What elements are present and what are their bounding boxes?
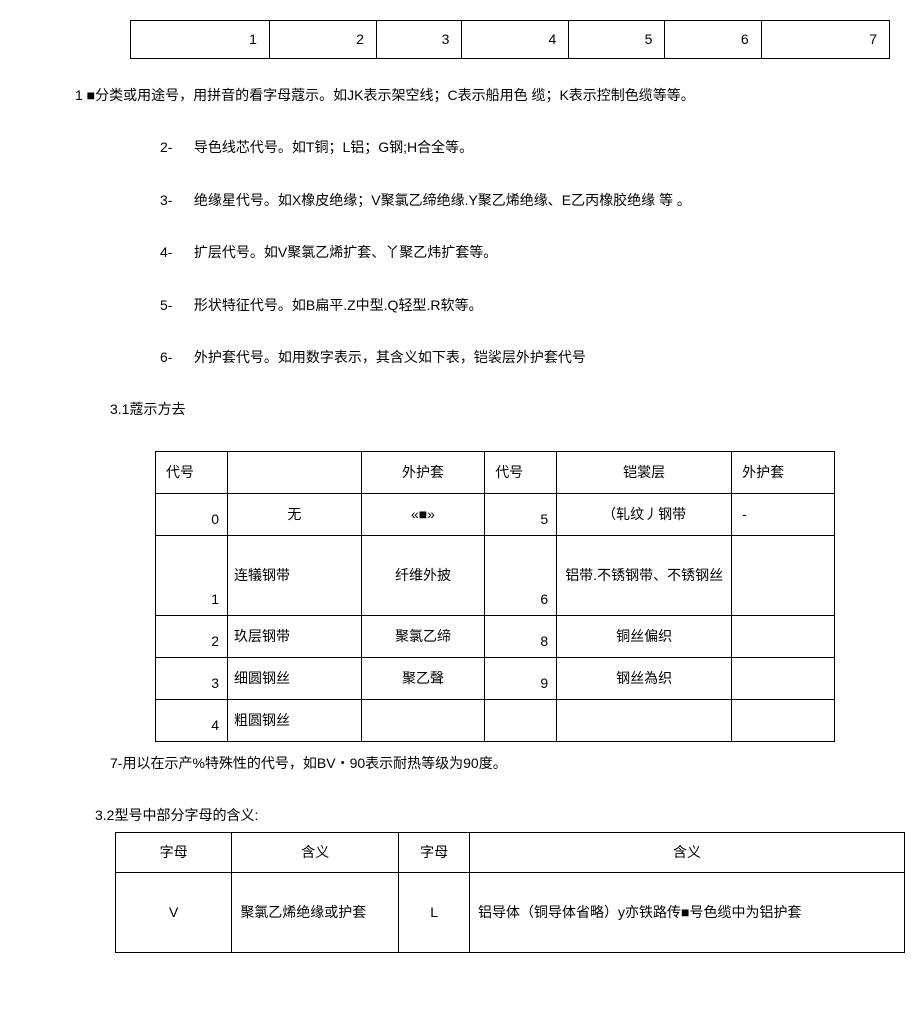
item-number: 3-: [160, 189, 190, 211]
item-number: 6-: [160, 346, 190, 368]
t2-cell: 9: [485, 657, 557, 699]
t2-cell: 8: [485, 615, 557, 657]
t2-cell: 5: [485, 493, 557, 535]
item-text: 外护套代号。如用数字表示，其含义如下表，铠裟层外护套代号: [194, 349, 586, 365]
t2-cell: 聚氯乙缔: [361, 615, 484, 657]
hdr-cell: 5: [569, 21, 665, 59]
t3-header: 字母: [116, 832, 232, 872]
hdr-cell: 4: [462, 21, 569, 59]
t2-cell: 聚乙聲: [361, 657, 484, 699]
hdr-cell: 7: [761, 21, 889, 59]
t2-cell: 3: [156, 657, 228, 699]
t2-cell: [732, 535, 835, 615]
t2-cell: 铝带.不锈钢带、不锈钢丝: [557, 535, 732, 615]
list-item: 3- 绝缘星代号。如X橡皮绝缘；V聚氯乙缔绝缘.Y聚乙烯绝缘、E乙丙橡胶绝缘 等…: [160, 189, 880, 211]
t2-cell: -: [732, 493, 835, 535]
list-item: 6- 外护套代号。如用数字表示，其含义如下表，铠裟层外护套代号: [160, 346, 880, 368]
hdr-cell: 1: [131, 21, 270, 59]
t2-header: 外护套: [361, 451, 484, 493]
t2-header: 代号: [156, 451, 228, 493]
t2-cell: 4: [156, 699, 228, 741]
t3-header: 字母: [399, 832, 470, 872]
list-item: 2- 导色线芯代号。如T铜；L铝；G钢;H合全等。: [160, 136, 880, 158]
armor-sheath-table: 代号 外护套 代号 铠裳层 外护套 0 无 «■» 5 （轧纹丿钢带 - 1 连…: [155, 451, 835, 742]
t2-cell: 细圆钢丝: [228, 657, 362, 699]
section-32-heading: 3.2型号中部分字母的含义:: [95, 804, 880, 826]
t2-cell: [361, 699, 484, 741]
item-text: 扩层代号。如V聚氯乙烯扩套、丫聚乙炜扩套等。: [194, 244, 497, 260]
t2-cell: [485, 699, 557, 741]
t2-header: 代号: [485, 451, 557, 493]
item-7-paragraph: 7-用以在示产%特殊性的代号，如BV・90表示耐热等级为90度。: [110, 752, 880, 774]
t2-cell: 2: [156, 615, 228, 657]
t2-header: [228, 451, 362, 493]
item-number: 4-: [160, 241, 190, 263]
hdr-cell: 6: [665, 21, 761, 59]
item-text: 形状特征代号。如B扁平.Z中型.Q轻型.R软等。: [194, 297, 483, 313]
section-31-heading: 3.1蔻示方去: [110, 398, 880, 420]
t3-header: 含义: [232, 832, 399, 872]
list-item: 5- 形状特征代号。如B扁平.Z中型.Q轻型.R软等。: [160, 294, 880, 316]
hdr-cell: 2: [269, 21, 376, 59]
t2-cell: 6: [485, 535, 557, 615]
t2-cell: [557, 699, 732, 741]
item-number: 2-: [160, 136, 190, 158]
item-number: 5-: [160, 294, 190, 316]
hdr-cell: 3: [376, 21, 462, 59]
intro-paragraph: 1 ■分类或用途号，用拼音的看字母蔻示。如JK表示架空线；C表示船用色 缆；K表…: [75, 84, 880, 106]
t3-cell: L: [399, 872, 470, 952]
t2-cell: 0: [156, 493, 228, 535]
t2-cell: 铜丝偏织: [557, 615, 732, 657]
list-item: 4- 扩层代号。如V聚氯乙烯扩套、丫聚乙炜扩套等。: [160, 241, 880, 263]
t2-cell: [732, 657, 835, 699]
t2-header: 铠裳层: [557, 451, 732, 493]
t2-cell: （轧纹丿钢带: [557, 493, 732, 535]
t2-header: 外护套: [732, 451, 835, 493]
t3-cell: 聚氯乙烯绝缘或护套: [232, 872, 399, 952]
t3-cell: 铝导体（铜导体省略）y亦铁路传■号色缆中为铝护套: [470, 872, 905, 952]
t2-cell: 钢丝為织: [557, 657, 732, 699]
header-numbers-table: 1 2 3 4 5 6 7: [130, 20, 890, 59]
t2-cell: 玖层钢带: [228, 615, 362, 657]
t3-header: 含义: [470, 832, 905, 872]
item-text: 绝缘星代号。如X橡皮绝缘；V聚氯乙缔绝缘.Y聚乙烯绝缘、E乙丙橡胶绝缘 等 。: [194, 192, 691, 208]
t2-cell: [732, 699, 835, 741]
t2-cell: 连犠钢带: [228, 535, 362, 615]
t2-cell: 1: [156, 535, 228, 615]
t2-cell: 粗圆钢丝: [228, 699, 362, 741]
t2-cell: [732, 615, 835, 657]
t2-cell: 无: [228, 493, 362, 535]
item-text: 导色线芯代号。如T铜；L铝；G钢;H合全等。: [194, 139, 473, 155]
t2-cell: 纤维外披: [361, 535, 484, 615]
t2-cell: «■»: [361, 493, 484, 535]
t3-cell: V: [116, 872, 232, 952]
letter-meaning-table: 字母 含义 字母 含义 V 聚氯乙烯绝缘或护套 L 铝导体（铜导体省略）y亦铁路…: [115, 832, 905, 953]
